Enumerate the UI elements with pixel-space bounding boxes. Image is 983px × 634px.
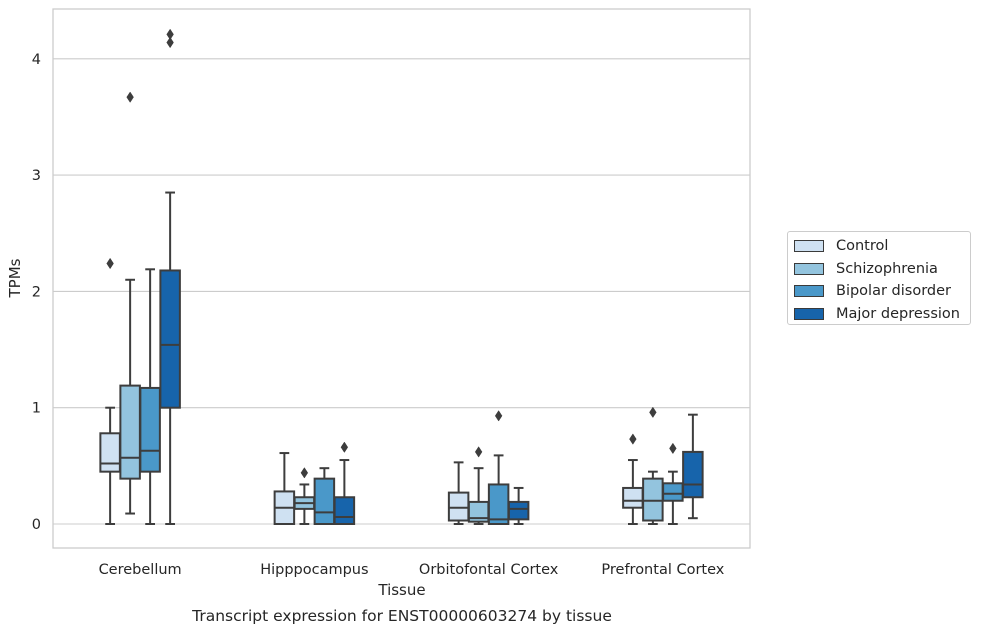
box-bipolar-disorder-orbitofontal-cortex	[487, 410, 510, 526]
x-axis-label: Tissue	[377, 581, 425, 599]
legend-swatch-major-depression	[794, 307, 824, 320]
legend-label-major-depression: Major depression	[836, 305, 960, 322]
box-schizophrenia-cerebellum	[119, 91, 141, 515]
box-control-cerebellum	[99, 257, 121, 525]
outlier-point-0	[494, 410, 503, 422]
y-tick-label-3: 3	[32, 168, 41, 184]
box-bipolar-disorder-cerebellum	[139, 268, 161, 525]
legend-item-control: Control	[793, 235, 970, 258]
box-schizophrenia-prefrontal-cortex	[642, 406, 664, 525]
outlier-point-0	[166, 36, 174, 49]
box-schizophrenia-hipppocampus	[293, 467, 316, 525]
legend-item-bipolar-disorder: Bipolar disorder	[793, 280, 970, 303]
box-iqr	[682, 450, 704, 499]
box-major-depression-prefrontal-cortex	[682, 413, 704, 520]
outlier-point-0	[340, 441, 349, 453]
legend-swatch-bipolar-disorder	[794, 285, 824, 298]
box-iqr	[487, 483, 510, 526]
legend-label-bipolar-disorder: Bipolar disorder	[836, 283, 951, 300]
box-iqr	[622, 486, 644, 509]
y-tick-label-0: 0	[32, 517, 41, 533]
legend-label-schizophrenia: Schizophrenia	[836, 260, 938, 277]
outlier-point-0	[300, 467, 309, 479]
box-control-hipppocampus	[273, 452, 296, 526]
plot-area-frame	[52, 8, 751, 549]
series-schizophrenia	[119, 91, 664, 525]
series-major-depression	[159, 28, 704, 526]
box-iqr	[99, 432, 121, 473]
outlier-point-0	[649, 406, 657, 419]
x-tick-label-hipppocampus: Hipppocampus	[260, 562, 368, 578]
outlier-point-1	[166, 28, 174, 41]
box-iqr	[139, 386, 161, 473]
box-iqr	[642, 477, 664, 522]
legend-item-schizophrenia: Schizophrenia	[793, 258, 970, 281]
legend-label-control: Control	[836, 238, 889, 255]
box-major-depression-orbitofontal-cortex	[507, 486, 530, 525]
x-tick-label-prefrontal-cortex: Prefrontal Cortex	[601, 562, 724, 578]
y-tick-label-4: 4	[32, 52, 41, 68]
box-major-depression-cerebellum	[159, 28, 181, 525]
box-schizophrenia-orbitofontal-cortex	[467, 446, 490, 525]
legend-swatch-schizophrenia	[794, 262, 824, 275]
outlier-point-0	[106, 257, 114, 270]
box-iqr	[333, 496, 356, 526]
outlier-point-0	[629, 433, 637, 445]
box-iqr	[447, 491, 470, 522]
box-series	[99, 28, 704, 526]
box-iqr	[159, 269, 181, 409]
box-iqr	[507, 500, 530, 521]
legend-swatch-control	[794, 240, 824, 253]
box-control-prefrontal-cortex	[622, 433, 644, 525]
x-tick-label-orbitofontal-cortex: Orbitofontal Cortex	[419, 562, 559, 578]
box-iqr	[662, 482, 684, 502]
y-tick-labels: 0 1 2 3 4	[32, 52, 41, 533]
legend-item-major-depression: Major depression	[793, 303, 970, 326]
box-major-depression-hipppocampus	[333, 441, 356, 526]
x-tick-label-cerebellum: Cerebellum	[99, 562, 182, 578]
x-tick-labels: Cerebellum Hipppocampus Orbitofontal Corte…	[99, 562, 725, 578]
box-bipolar-disorder-hipppocampus	[313, 467, 336, 526]
chart-title: Transcript expression for ENST0000060327…	[191, 607, 612, 625]
series-bipolar-disorder	[139, 268, 684, 526]
outlier-point-0	[669, 442, 677, 455]
box-iqr	[119, 384, 141, 480]
legend: Control Schizophrenia Bipolar disorder M…	[787, 231, 971, 325]
box-iqr	[313, 477, 336, 526]
outlier-point-0	[126, 91, 134, 103]
y-tick-label-1: 1	[32, 401, 41, 417]
y-axis-label: TPMs	[6, 258, 24, 298]
outlier-point-0	[474, 446, 483, 458]
box-control-orbitofontal-cortex	[447, 461, 470, 525]
y-tick-label-2: 2	[32, 284, 41, 300]
series-control	[99, 257, 644, 526]
box-bipolar-disorder-prefrontal-cortex	[662, 442, 684, 525]
